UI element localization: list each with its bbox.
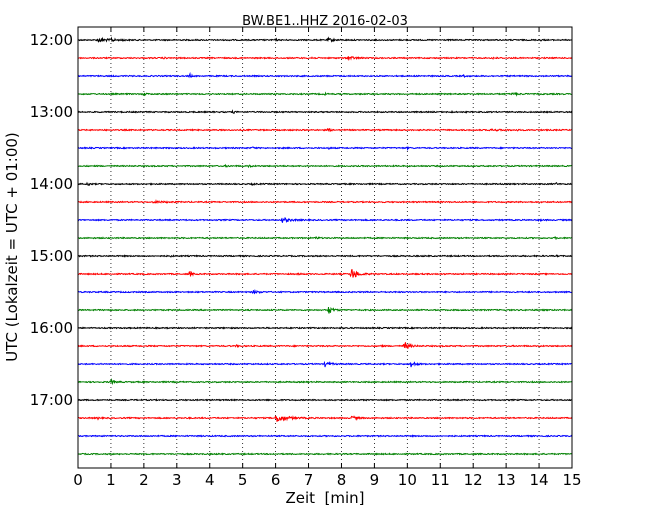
trace-1730 bbox=[77, 434, 573, 438]
x-tick-label: 2 bbox=[139, 471, 149, 489]
trace-1400 bbox=[77, 181, 573, 187]
trace-1615 bbox=[77, 342, 573, 349]
trace-1315 bbox=[77, 127, 573, 132]
x-tick-label: 14 bbox=[530, 471, 549, 489]
x-axis-label: Zeit [min] bbox=[285, 489, 364, 507]
x-tick-label: 5 bbox=[238, 471, 248, 489]
x-axis: 0 1 2 3 4 5 6 7 8 9 10 11 12 13 14 15 bbox=[73, 27, 582, 489]
trace-1330 bbox=[77, 145, 573, 152]
y-tick-label: 15:00 bbox=[30, 247, 73, 265]
trace-1600 bbox=[77, 326, 573, 330]
x-tick-label: 1 bbox=[106, 471, 116, 489]
y-tick-label: 16:00 bbox=[30, 319, 73, 337]
trace-1200 bbox=[77, 36, 573, 43]
x-tick-label: 6 bbox=[271, 471, 281, 489]
trace-1445 bbox=[77, 236, 573, 240]
x-tick-label: 0 bbox=[73, 471, 83, 489]
y-tick-label: 17:00 bbox=[30, 391, 73, 409]
trace-1515 bbox=[77, 269, 573, 278]
x-tick-label: 12 bbox=[464, 471, 483, 489]
x-tick-label: 15 bbox=[562, 471, 581, 489]
x-tick-label: 8 bbox=[337, 471, 347, 489]
trace-1500 bbox=[77, 254, 573, 258]
y-tick-label: 14:00 bbox=[30, 175, 73, 193]
trace-1415 bbox=[77, 199, 573, 204]
trace-1300 bbox=[77, 109, 573, 115]
trace-1630 bbox=[77, 360, 573, 368]
traces bbox=[77, 36, 573, 456]
x-tick-label: 9 bbox=[370, 471, 380, 489]
x-tick-label: 11 bbox=[431, 471, 450, 489]
x-tick-label: 3 bbox=[172, 471, 182, 489]
chart-title: BW.BE1..HHZ 2016-02-03 bbox=[242, 14, 408, 29]
trace-1545 bbox=[77, 306, 573, 314]
y-axis: 12:00 13:00 14:00 15:00 16:00 17:00 bbox=[30, 31, 572, 409]
y-tick-label: 12:00 bbox=[30, 31, 73, 49]
y-axis-label: UTC (Lokalzeit = UTC + 01:00) bbox=[3, 132, 21, 362]
trace-1700 bbox=[77, 398, 573, 402]
x-tick-label: 4 bbox=[205, 471, 215, 489]
trace-1745 bbox=[77, 452, 573, 456]
y-tick-label: 13:00 bbox=[30, 103, 73, 121]
grid-lines bbox=[110, 27, 540, 468]
x-tick-label: 10 bbox=[398, 471, 417, 489]
trace-1215 bbox=[77, 56, 573, 61]
trace-1530 bbox=[77, 288, 573, 295]
trace-1230 bbox=[77, 71, 573, 79]
plot-frame bbox=[77, 26, 573, 469]
trace-1245 bbox=[77, 91, 573, 97]
trace-1715 bbox=[77, 415, 573, 422]
x-tick-label: 13 bbox=[497, 471, 516, 489]
x-tick-label: 7 bbox=[304, 471, 314, 489]
trace-1345 bbox=[77, 163, 573, 169]
trace-1645 bbox=[77, 378, 573, 386]
trace-1430 bbox=[77, 217, 573, 224]
